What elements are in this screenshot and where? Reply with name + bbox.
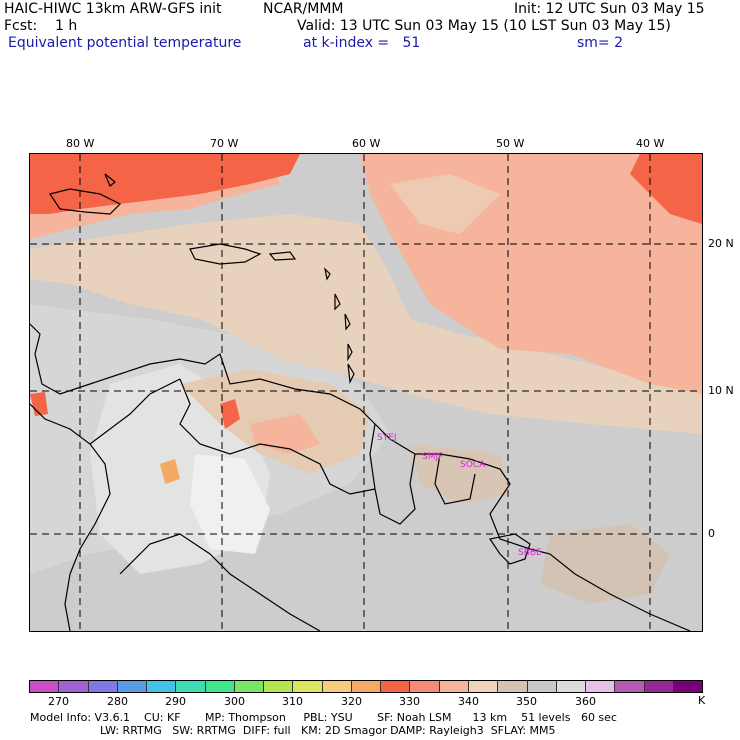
model-title: HAIC-HIWC 13km ARW-GFS init [4,1,222,17]
cb-label-350: 350 [516,695,537,708]
lat-label-10n: 10 N [708,384,734,397]
colorbar-segment-6 [205,681,235,692]
brownish-patch [410,444,510,504]
cb-label-270: 270 [48,695,69,708]
cb-label-280: 280 [107,695,128,708]
red-patch-2 [30,392,48,416]
cb-label-310: 310 [282,695,303,708]
lat-label-equator: 0 [708,527,715,540]
colorbar-segment-15 [468,681,499,692]
tan-band [30,214,702,434]
cb-label-330: 330 [399,695,420,708]
cb-label-290: 290 [165,695,186,708]
station-smjp: SMJP [422,452,444,462]
lat-label-20n: 20 N [708,237,734,250]
colorbar-segment-10 [322,681,352,692]
orange-patch [160,459,180,484]
colorbar-segment-4 [147,681,177,692]
center-label: NCAR/MMM [263,1,344,17]
forecast-hour: Fcst: 1 h [4,18,78,34]
cb-unit: K [698,694,706,707]
colorbar-segment-2 [88,681,118,692]
white-region [190,454,270,554]
station-syej: SYEJ [377,433,397,443]
colorbar-segment-5 [176,681,206,692]
colorbar-segment-12 [381,681,411,692]
lon-label-70w: 70 W [210,137,239,150]
lon-label-60w: 60 W [352,137,381,150]
colorbar-segment-1 [59,681,89,692]
theta-e-map [30,154,702,631]
red-region-cuba [30,154,300,214]
smoothing-label: sm= 2 [577,35,624,51]
colorbar-segment-3 [117,681,148,692]
colorbar-segment-7 [234,681,265,692]
lon-label-40w: 40 W [636,137,665,150]
cb-label-300: 300 [224,695,245,708]
red-patch-1 [220,399,240,429]
init-time: Init: 12 UTC Sun 03 May 15 [514,1,705,17]
colorbar-segment-8 [264,681,294,692]
colorbar-segment-18 [556,681,587,692]
colorbar-segment-13 [410,681,440,692]
brownish-patch-south [540,524,670,604]
station-sbbe: SBBE [518,548,542,558]
model-info-line1: Model Info: V3.6.1 CU: KF MP: Thompson P… [30,711,617,724]
colorbar-segment-19 [586,681,616,692]
tan-lobe [390,174,500,234]
colorbar-segment-17 [527,681,557,692]
valid-time: Valid: 13 UTC Sun 03 May 15 (10 LST Sun … [297,18,671,34]
colorbar-segment-0 [30,681,60,692]
cb-label-320: 320 [341,695,362,708]
map-panel: SYEJ SMJP SOCA SBBE [29,153,703,632]
lon-label-50w: 50 W [496,137,525,150]
colorbar-segment-11 [351,681,382,692]
colorbar-segment-20 [615,681,645,692]
cb-label-360: 360 [575,695,596,708]
red-region-northeast [630,154,702,224]
colorbar-segment-22 [673,681,703,692]
model-info-line2: LW: RRTMG SW: RRTMG DIFF: full KM: 2D Sm… [100,724,556,737]
colorbar [29,680,703,693]
coastlines [30,173,691,631]
station-soca: SOCA [460,460,486,470]
colorbar-segment-9 [293,681,323,692]
colorbar-segment-21 [644,681,674,692]
salmon-patch-venezuela [250,414,320,454]
colorbar-segment-14 [439,681,469,692]
field-name: Equivalent potential temperature [8,35,242,51]
level-label: at k-index = 51 [303,35,421,51]
cb-label-340: 340 [458,695,479,708]
lon-label-80w: 80 W [66,137,95,150]
graticule [30,154,702,631]
colorbar-segment-16 [498,681,528,692]
